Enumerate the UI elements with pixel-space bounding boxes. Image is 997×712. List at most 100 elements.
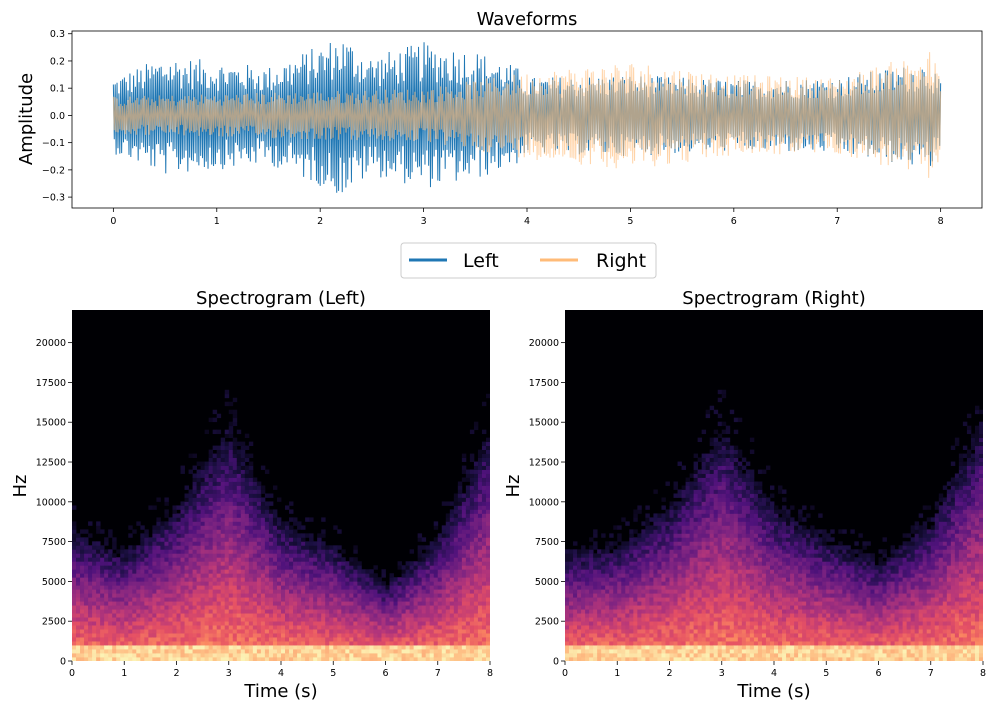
spectrogram-cell — [212, 609, 218, 614]
spectrogram-cell — [457, 553, 463, 558]
spectrogram-cell — [609, 561, 614, 566]
spectrogram-cell — [313, 577, 318, 582]
spectrogram-cell — [565, 557, 570, 562]
spectrogram-cell — [224, 561, 230, 566]
spectrogram-cell — [661, 633, 666, 638]
spectrogram-cell — [136, 613, 141, 618]
spectrogram-cell — [445, 541, 451, 546]
spectrogram-cell — [289, 617, 294, 622]
spectrogram-cell — [228, 557, 234, 562]
spectrogram-cell — [569, 577, 574, 582]
spectrogram-cell — [200, 497, 206, 502]
spectrogram-cell — [268, 589, 274, 594]
spectrogram-cell — [453, 521, 459, 526]
spectrogram-cell — [260, 621, 266, 626]
spectrogram-cell — [605, 557, 610, 562]
spectrogram-cell — [481, 577, 487, 582]
spectrogram-cell — [593, 621, 598, 626]
spectrogram-cell — [669, 577, 674, 582]
spectrogram-cell — [96, 549, 101, 554]
spectrogram-cell — [260, 517, 266, 522]
spectrogram-cell — [248, 469, 254, 474]
spectrogram-cell — [429, 549, 435, 554]
spectrogram-cell — [104, 601, 109, 606]
spectrogram-cell — [481, 609, 487, 614]
spectrogram-cell — [309, 621, 314, 626]
spectrogram-cell — [264, 625, 270, 630]
spectrogram-cell — [289, 597, 294, 602]
spectrogram-cell — [136, 601, 141, 606]
spectrogram-cell — [100, 577, 105, 582]
spectrogram-cell — [337, 609, 342, 614]
spectrogram-cell — [132, 589, 137, 594]
spectrogram-cell — [92, 649, 97, 654]
spectrogram-cell — [661, 525, 666, 530]
spectrogram-cell — [104, 657, 109, 661]
spectrogram-cell — [357, 605, 362, 610]
spectrogram-cell — [164, 545, 169, 550]
spectrogram-cell — [681, 541, 686, 546]
spectrogram-cell — [681, 545, 686, 550]
spectrogram-cell — [76, 605, 81, 610]
spectrogram-cell — [605, 609, 610, 614]
spectrogram-cell — [673, 605, 678, 610]
spectrogram-cell — [212, 537, 218, 542]
spectrogram-cell — [625, 589, 630, 594]
spectrogram-cell — [272, 513, 278, 518]
spectrogram-cell — [673, 545, 678, 550]
spectrogram-cell — [333, 629, 338, 634]
spectrogram-cell — [577, 633, 582, 638]
spectrogram-cell — [281, 657, 286, 661]
spectrogram-cell — [276, 605, 282, 610]
spectrogram-cell — [477, 641, 483, 646]
spectrogram-cell — [196, 653, 202, 658]
spectrogram-cell — [156, 641, 161, 646]
spectrogram-cell — [184, 513, 189, 518]
spectrogram-cell — [156, 541, 161, 546]
spectrogram-cell — [613, 613, 618, 618]
spectrogram-cell — [661, 629, 666, 634]
spectrogram-cell — [341, 589, 346, 594]
spectrogram-cell — [453, 585, 459, 590]
spectrogram-cell — [240, 501, 246, 506]
spectrogram-cell — [72, 521, 77, 526]
spectrogram-cell — [589, 645, 594, 650]
spectrogram-cell — [305, 573, 310, 578]
spectrogram-cell — [377, 597, 382, 602]
spectrogram-cell — [309, 605, 314, 610]
spectrogram-cell — [601, 585, 606, 590]
spectrogram-cell — [321, 637, 326, 642]
spectrogram-cell — [681, 505, 686, 510]
spectrogram-cell — [192, 593, 197, 598]
spectrogram-cell — [437, 537, 443, 542]
spectrogram-cell — [565, 573, 570, 578]
spectrogram-cell — [240, 473, 246, 478]
spectrogram-cell — [661, 533, 666, 538]
spectrogram-cell — [461, 593, 467, 598]
spectrogram-cell — [469, 577, 475, 582]
spectrogram-cell — [104, 645, 109, 650]
spectrogram-cell — [104, 549, 109, 554]
spectrogram-cell — [212, 429, 218, 435]
spectrogram-cell — [301, 565, 306, 570]
spectrogram-cell — [329, 565, 334, 570]
spectrogram-cell — [333, 601, 338, 606]
spectrogram-cell — [689, 609, 695, 614]
spectrogram-cell — [373, 613, 378, 618]
spectrogram-cell — [200, 613, 206, 618]
spectrogram-cell — [196, 529, 202, 534]
spectrogram-cell — [289, 557, 294, 562]
spectrogram-cell — [473, 597, 479, 602]
spectrogram-cell — [321, 633, 326, 638]
spectrogram-cell — [609, 609, 614, 614]
spectrogram-cell — [188, 453, 193, 458]
spectrogram-cell — [441, 533, 447, 538]
spectrogram-cell — [220, 621, 226, 626]
spectrogram-cell — [677, 561, 682, 566]
spectrogram-cell — [281, 561, 286, 566]
spectrogram-cell — [333, 633, 338, 638]
spectrogram-cell — [305, 561, 310, 566]
spectrogram-cell — [461, 533, 467, 538]
spectrogram-cell — [156, 613, 161, 618]
spectrogram-cell — [220, 569, 226, 574]
